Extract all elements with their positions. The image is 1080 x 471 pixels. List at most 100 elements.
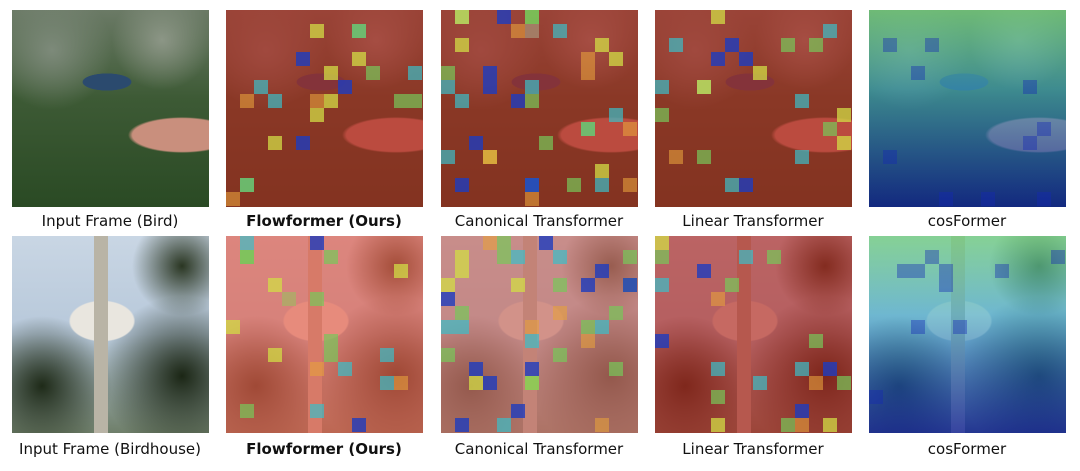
attention-cell [697,80,711,94]
attention-cell [697,264,711,278]
attention-cell [939,264,953,278]
attention-cell [711,10,725,24]
attention-cell [595,178,609,192]
attention-cell [897,264,911,278]
attention-cell [595,418,609,432]
attention-cell [995,264,1009,278]
attention-cell [455,264,469,278]
attention-cell [1051,250,1065,264]
attention-cell [595,264,609,278]
attention-cell [525,94,539,108]
attention-overlay [869,236,1066,433]
attention-cell [441,66,455,80]
attention-cell [455,178,469,192]
attention-cell [394,264,408,278]
bird-linear-panel [655,10,852,207]
attention-cell [455,10,469,24]
attention-cell [609,362,623,376]
attention-cell [623,250,637,264]
birdhouse-canonical-panel [441,236,638,433]
attention-cell [310,108,324,122]
bird-cosformer-panel [869,10,1066,207]
attention-cell [324,250,338,264]
attention-cell [823,362,837,376]
attention-cell [352,418,366,432]
attention-cell [553,306,567,320]
attention-cell [553,278,567,292]
attention-cell [739,52,753,66]
attention-cell [539,236,553,250]
attention-cell [1037,122,1051,136]
attention-cell [324,348,338,362]
attention-cell [1023,80,1037,94]
attention-cell [310,94,324,108]
attention-cell [525,334,539,348]
attention-cell [338,362,352,376]
attention-cell [925,250,939,264]
attention-cell [324,94,338,108]
attention-cell [226,320,240,334]
attention-cell [837,108,851,122]
attention-cell [623,178,637,192]
attention-cell [553,250,567,264]
attention-cell [380,376,394,390]
attention-cell [981,192,995,206]
attention-cell [511,278,525,292]
birdhouse-input-panel [12,236,209,433]
attention-cell [525,24,539,38]
attention-cell [711,52,725,66]
attention-cell [655,250,669,264]
attention-cell [595,38,609,52]
birdhouse-input-caption: Input Frame (Birdhouse) [19,440,201,458]
attention-cell [282,292,296,306]
birdhouse-cosformer-panel [869,236,1066,433]
attention-cell [609,52,623,66]
attention-cell [883,38,897,52]
attention-cell [296,136,310,150]
attention-cell [240,236,254,250]
attention-cell [525,376,539,390]
attention-cell [953,320,967,334]
attention-cell [595,164,609,178]
attention-cell [711,292,725,306]
birdhouse-linear-panel [655,236,852,433]
attention-cell [394,94,408,108]
bird-linear-caption: Linear Transformer [682,212,824,230]
attention-overlay [226,10,423,207]
attention-cell [567,178,581,192]
attention-cell [609,306,623,320]
attention-cell [380,348,394,362]
attention-cell [525,362,539,376]
attention-cell [310,292,324,306]
bird-canonical-panel [441,10,638,207]
attention-cell [655,334,669,348]
bird-input-panel [12,10,209,207]
attention-cell [767,250,781,264]
attention-cell [753,376,767,390]
attention-cell [441,292,455,306]
attention-cell [753,66,767,80]
attention-cell [497,418,511,432]
attention-cell [511,94,525,108]
attention-cell [939,278,953,292]
attention-cell [408,66,422,80]
attention-cell [483,376,497,390]
attention-cell [324,334,338,348]
bird-flowformer-panel [226,10,423,207]
attention-cell [394,376,408,390]
attention-cell [809,334,823,348]
attention-cell [655,278,669,292]
attention-cell [310,404,324,418]
attention-cell [240,404,254,418]
attention-cell [795,94,809,108]
attention-cell [310,362,324,376]
attention-cell [911,320,925,334]
attention-cell [268,278,282,292]
attention-cell [441,348,455,362]
attention-cell [469,376,483,390]
attention-cell [911,264,925,278]
attention-cell [655,108,669,122]
attention-cell [352,24,366,38]
attention-cell [697,150,711,164]
attention-cell [781,418,795,432]
